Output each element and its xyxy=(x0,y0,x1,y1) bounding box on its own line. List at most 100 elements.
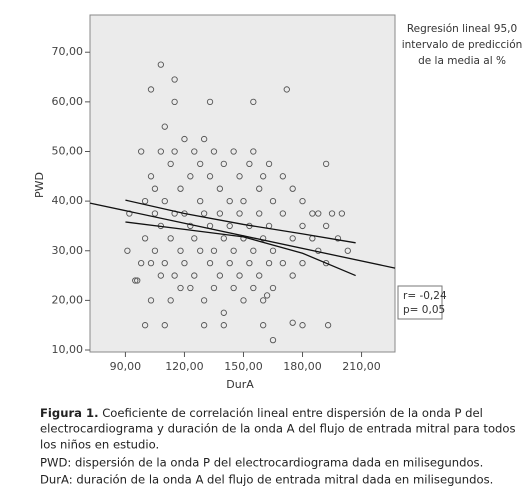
x-tick-label: 90,00 xyxy=(110,360,142,373)
data-point xyxy=(126,210,133,217)
data-point xyxy=(151,247,159,254)
data-point xyxy=(124,247,131,254)
data-point xyxy=(322,222,330,230)
data-point xyxy=(230,284,237,292)
data-point xyxy=(161,322,168,329)
x-axis-title: DurA xyxy=(226,378,254,391)
data-point xyxy=(206,173,214,180)
annotation: p= 0,05 xyxy=(403,304,445,316)
data-point xyxy=(260,322,267,329)
y-tick-label: 30,00 xyxy=(52,244,84,257)
data-point xyxy=(171,272,178,279)
data-point xyxy=(236,210,243,217)
data-point xyxy=(216,210,224,217)
data-point xyxy=(216,185,224,192)
data-point xyxy=(263,292,271,299)
data-point xyxy=(226,222,233,230)
caption-line: DurA: duración de la onda A del flujo de… xyxy=(40,473,493,487)
data-point xyxy=(132,277,139,284)
data-point xyxy=(283,86,290,93)
caption-text: Coeficiente de correlación lineal entre … xyxy=(102,406,483,420)
legend-text: de la media al % xyxy=(418,55,506,67)
data-point xyxy=(157,272,164,279)
data-point xyxy=(260,297,267,304)
data-point xyxy=(289,185,296,192)
y-tick-label: 40,00 xyxy=(52,194,84,207)
y-tick-label: 20,00 xyxy=(52,293,84,306)
fit-line xyxy=(125,199,356,244)
plot-area xyxy=(89,14,396,353)
data-point xyxy=(147,173,155,180)
data-point xyxy=(206,260,214,267)
data-point xyxy=(157,61,164,68)
caption-line: PWD: dispersión de la onda P del electro… xyxy=(40,456,483,470)
data-point xyxy=(328,210,336,217)
data-point xyxy=(197,197,204,205)
data-point xyxy=(177,284,184,292)
data-point xyxy=(289,235,296,242)
data-point xyxy=(157,148,164,155)
data-point xyxy=(220,160,227,168)
data-point xyxy=(187,284,194,292)
data-point xyxy=(265,160,273,168)
data-point xyxy=(171,76,178,83)
y-tick-label: 50,00 xyxy=(52,144,84,157)
data-point xyxy=(322,260,330,267)
data-point xyxy=(289,319,296,326)
data-point xyxy=(177,247,184,254)
data-point xyxy=(141,322,149,329)
data-point xyxy=(167,235,174,242)
annotation-box xyxy=(397,285,443,320)
annotation: r= -0,24 xyxy=(403,290,447,302)
data-point xyxy=(226,260,233,267)
data-point xyxy=(161,260,168,267)
data-point xyxy=(279,210,286,217)
data-point xyxy=(200,297,208,304)
data-point xyxy=(246,260,253,267)
data-point xyxy=(191,272,198,279)
data-point xyxy=(181,135,188,143)
data-point xyxy=(269,247,277,254)
data-point xyxy=(226,197,233,205)
data-point xyxy=(299,197,306,205)
data-point xyxy=(187,173,194,180)
data-point xyxy=(299,222,306,230)
y-axis-title: PWD xyxy=(33,172,46,198)
data-point xyxy=(191,235,198,242)
data-point xyxy=(322,160,330,168)
data-point xyxy=(309,210,316,217)
caption-line: los niños en estudio. xyxy=(40,438,159,452)
data-point xyxy=(187,222,194,230)
y-tick-label: 10,00 xyxy=(52,343,84,356)
data-point xyxy=(151,210,159,217)
data-point xyxy=(236,173,243,180)
data-point xyxy=(324,322,332,329)
data-point xyxy=(151,185,159,192)
data-point xyxy=(246,160,253,168)
caption-line: electrocardiograma y duración de la onda… xyxy=(40,422,516,436)
data-point xyxy=(191,148,198,155)
data-point xyxy=(171,148,178,155)
data-point xyxy=(250,148,257,155)
data-point xyxy=(134,277,141,284)
y-tick-label: 60,00 xyxy=(52,95,84,108)
y-tick-label: 70,00 xyxy=(52,45,84,58)
fit-line xyxy=(125,221,356,277)
caption-line: Figura 1. Coeficiente de correlación lin… xyxy=(40,406,483,420)
data-point xyxy=(141,235,149,242)
data-point xyxy=(250,98,257,106)
x-tick-label: 150,00 xyxy=(224,360,263,373)
data-point xyxy=(315,210,322,217)
fit-line xyxy=(89,202,396,269)
x-tick-label: 210,00 xyxy=(342,360,381,373)
legend-text: Regresión lineal 95,0 xyxy=(407,23,517,35)
data-point xyxy=(256,210,263,217)
data-point xyxy=(161,197,168,205)
data-point xyxy=(161,123,168,130)
data-point xyxy=(138,260,145,267)
caption-label: Figura 1. xyxy=(40,406,99,420)
data-point xyxy=(269,197,277,205)
data-point xyxy=(181,260,188,267)
data-point xyxy=(147,86,155,93)
data-point xyxy=(265,260,273,267)
